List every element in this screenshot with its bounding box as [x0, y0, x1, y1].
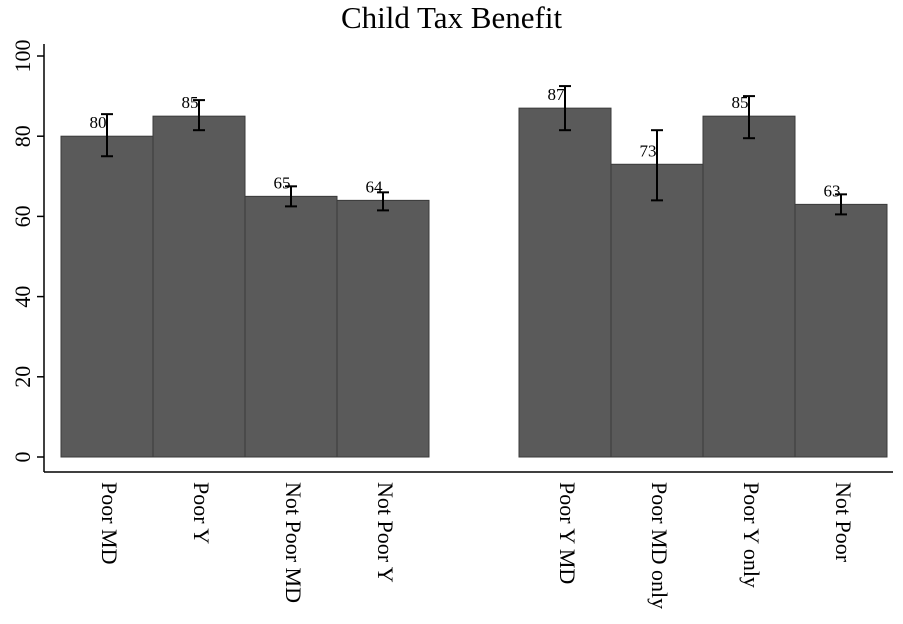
y-tick-label: 80 [10, 125, 35, 147]
x-tick-label: Not Poor MD [281, 482, 306, 603]
y-tick-label: 100 [10, 40, 35, 73]
axes: 0 20 40 60 80 100 [10, 40, 893, 473]
bar [702, 115, 796, 458]
x-tick-label: Not Poor [831, 482, 856, 563]
bars [60, 107, 888, 458]
y-tick-label: 60 [10, 205, 35, 227]
bar [244, 195, 338, 458]
bar [610, 163, 704, 458]
bar [336, 199, 430, 458]
x-tick-labels: Poor MD Poor Y Not Poor MD Not Poor Y Poor Y… [97, 482, 856, 609]
bar-value-label: 63 [824, 181, 841, 200]
y-tick-label: 0 [10, 452, 35, 463]
bar [518, 107, 612, 458]
bar [60, 135, 154, 458]
bar-value-label: 87 [548, 85, 566, 104]
bar-value-label: 65 [274, 173, 291, 192]
bar-value-labels: 80 85 65 64 87 73 85 63 [90, 85, 841, 200]
y-tick-label: 40 [10, 286, 35, 308]
x-tick-label: Poor Y [189, 482, 214, 544]
bar-value-label: 73 [640, 141, 657, 160]
x-tick-label: Poor MD only [647, 482, 672, 609]
bar-value-label: 80 [90, 113, 107, 132]
bar [152, 115, 246, 458]
chart-title: Child Tax Benefit [340, 0, 563, 35]
x-tick-label: Poor Y MD [555, 482, 580, 584]
bar-value-label: 85 [182, 93, 199, 112]
x-tick-label: Poor Y only [739, 482, 764, 588]
error-bars [101, 85, 847, 216]
x-tick-label: Poor MD [97, 482, 122, 565]
bar [794, 203, 888, 458]
bar-value-label: 64 [366, 177, 384, 196]
x-tick-label: Not Poor Y [373, 482, 398, 583]
y-tick-label: 20 [10, 366, 35, 388]
bar-value-label: 85 [732, 93, 749, 112]
